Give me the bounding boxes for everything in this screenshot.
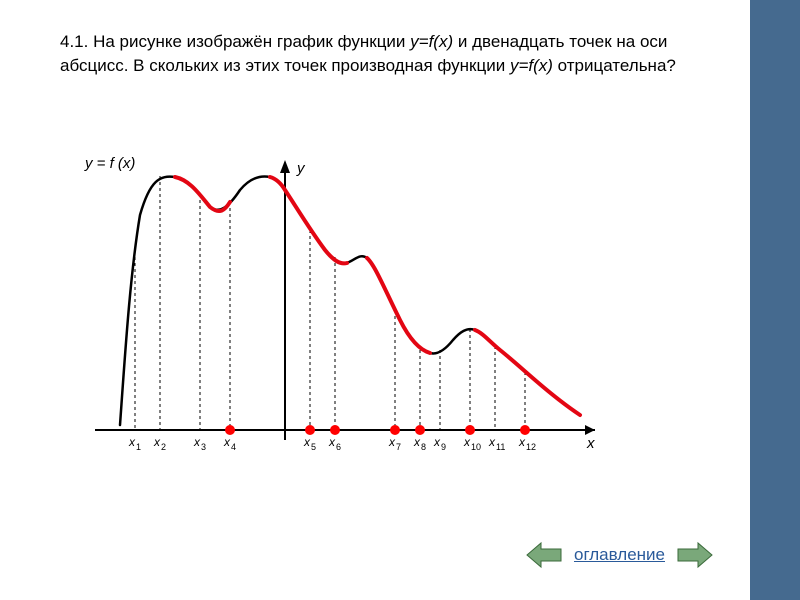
svg-text:x: x: [128, 435, 136, 449]
svg-text:x: x: [413, 435, 421, 449]
problem-number: 4.1.: [60, 32, 88, 51]
next-button[interactable]: [675, 540, 715, 570]
svg-text:1: 1: [136, 442, 141, 452]
svg-text:9: 9: [441, 442, 446, 452]
svg-text:12: 12: [526, 442, 536, 452]
svg-text:3: 3: [201, 442, 206, 452]
svg-text:x: x: [433, 435, 441, 449]
svg-text:x: x: [223, 435, 231, 449]
graph-container: y = f (x) yxx1x2x3x4x5x6x7x8x9x10x11x12: [75, 155, 605, 475]
svg-text:x: x: [518, 435, 526, 449]
svg-text:x: x: [586, 435, 595, 452]
svg-text:11: 11: [496, 442, 505, 452]
svg-text:x: x: [328, 435, 336, 449]
svg-text:x: x: [463, 435, 471, 449]
svg-text:x: x: [193, 435, 201, 449]
arrow-left-icon: [525, 541, 563, 569]
svg-text:x: x: [488, 435, 496, 449]
svg-text:x: x: [153, 435, 161, 449]
text-3: отрицательна?: [553, 56, 676, 75]
arrow-right-icon: [676, 541, 714, 569]
svg-text:7: 7: [396, 442, 401, 452]
svg-text:x: x: [303, 435, 311, 449]
nav-container: оглавление: [524, 540, 715, 570]
svg-text:5: 5: [311, 442, 316, 452]
svg-text:2: 2: [161, 442, 166, 452]
right-sidebar: [750, 0, 800, 600]
svg-text:4: 4: [231, 442, 236, 452]
svg-text:10: 10: [471, 442, 481, 452]
func-1: y=f(x): [410, 32, 453, 51]
svg-text:x: x: [388, 435, 396, 449]
toc-link[interactable]: оглавление: [574, 545, 665, 565]
graph-svg: yxx1x2x3x4x5x6x7x8x9x10x11x12: [75, 155, 605, 475]
problem-text: 4.1. На рисунке изображён график функции…: [60, 30, 700, 78]
svg-text:8: 8: [421, 442, 426, 452]
svg-text:y: y: [296, 160, 306, 177]
svg-text:6: 6: [336, 442, 341, 452]
text-1: На рисунке изображён график функции: [88, 32, 410, 51]
func-2: y=f(x): [510, 56, 553, 75]
prev-button[interactable]: [524, 540, 564, 570]
